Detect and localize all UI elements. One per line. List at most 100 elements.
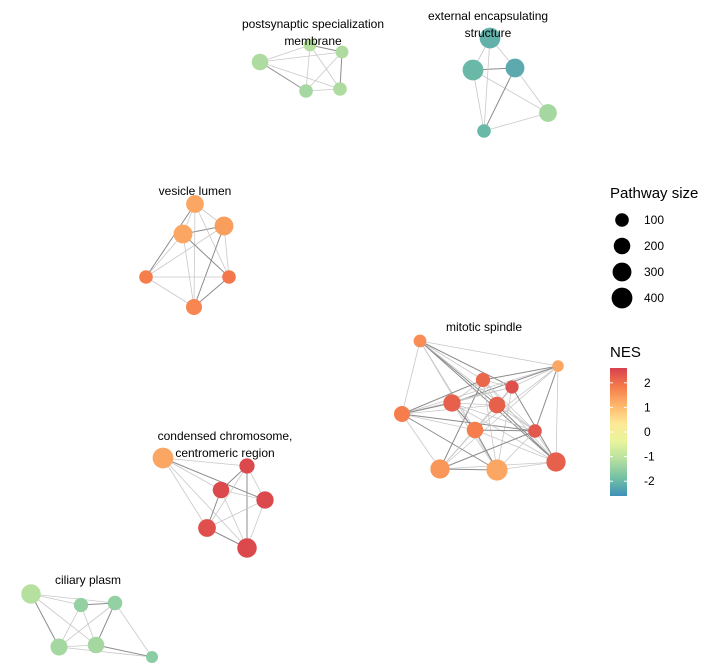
- pathway-node: [475, 372, 491, 388]
- network-edge: [114, 602, 153, 658]
- network-edge: [483, 67, 516, 132]
- size-legend: Pathway size 100 200 300 400: [610, 185, 698, 309]
- network-edge: [259, 61, 307, 92]
- nes-tick-label: 1: [644, 400, 651, 414]
- pathway-node: [303, 38, 317, 52]
- nes-colorbar: [610, 368, 627, 496]
- pathway-node: [466, 421, 484, 439]
- network-edge: [162, 457, 208, 529]
- network-edge: [451, 402, 536, 432]
- network-edge: [194, 203, 230, 278]
- network-edge: [401, 413, 476, 431]
- network-edge: [220, 489, 248, 549]
- cluster-label: postsynaptic specialization: [242, 17, 384, 31]
- pathway-node: [413, 334, 427, 348]
- network-edge: [511, 365, 559, 388]
- network-edge: [95, 644, 153, 658]
- pathway-node: [335, 45, 349, 59]
- pathway-node: [528, 424, 542, 438]
- cluster-label: mitotic spindle: [446, 320, 522, 334]
- pathway-node: [505, 58, 525, 78]
- network-edge: [401, 413, 441, 470]
- cluster-labels: postsynaptic specialization membrane exter…: [55, 9, 548, 587]
- pathway-node: [21, 584, 41, 604]
- pathway-node: [239, 458, 255, 474]
- network-edge: [439, 365, 559, 470]
- network-edge: [474, 429, 557, 463]
- network-edge: [496, 386, 513, 471]
- network-edge: [145, 203, 196, 278]
- network-edge: [474, 429, 536, 432]
- network-edge: [162, 457, 266, 501]
- nes-tick-label: -2: [644, 474, 655, 488]
- size-legend-label: 300: [644, 265, 664, 279]
- network-edge: [482, 379, 557, 463]
- pathway-node: [479, 27, 501, 49]
- pathway-node: [73, 597, 89, 613]
- pathway-node: [139, 270, 153, 284]
- cluster-label: external encapsulating: [428, 9, 548, 23]
- size-legend-label: 400: [644, 291, 664, 305]
- network-edge: [162, 457, 248, 467]
- network-edge: [206, 465, 248, 529]
- network-edge: [439, 430, 536, 470]
- network-edge: [259, 61, 341, 90]
- network-edge: [483, 112, 549, 132]
- network-edge: [193, 225, 225, 308]
- size-legend-label: 200: [644, 239, 664, 253]
- network-edge: [419, 340, 559, 367]
- nes-tick-label: 0: [644, 425, 651, 439]
- network-edge: [259, 44, 311, 63]
- network-edge: [58, 646, 153, 658]
- pathway-node: [488, 396, 506, 414]
- cluster-label: ciliary plasm: [55, 573, 121, 587]
- pathway-node: [393, 405, 411, 423]
- pathway-node: [486, 459, 508, 481]
- network-edge: [401, 413, 498, 471]
- pathway-node: [237, 538, 257, 558]
- network-edge: [419, 340, 536, 432]
- pathway-node: [333, 82, 347, 96]
- pathway-node: [50, 638, 68, 656]
- network-edge: [419, 340, 557, 463]
- network-edge: [206, 499, 266, 529]
- network-edge: [145, 225, 225, 278]
- cluster-label: centromeric region: [175, 446, 274, 460]
- network-edge: [451, 386, 513, 404]
- pathway-node: [505, 380, 519, 394]
- network-edge: [145, 276, 195, 308]
- nes-tick-label: 2: [644, 376, 651, 390]
- size-legend-dot: [613, 237, 631, 255]
- network-edge: [555, 365, 559, 463]
- pathway-node: [552, 360, 564, 372]
- pathway-node: [212, 481, 230, 499]
- network-edge: [193, 203, 196, 308]
- network-edge: [305, 51, 343, 92]
- network-edge: [482, 365, 559, 381]
- nes-legend-title: NES: [610, 344, 641, 361]
- pathway-node: [546, 452, 566, 472]
- pathway-node: [462, 59, 484, 81]
- pathway-node: [198, 519, 216, 537]
- pathway-node: [256, 491, 274, 509]
- network-edge: [451, 365, 559, 404]
- pathway-node: [443, 394, 461, 412]
- cluster-label: membrane: [284, 34, 342, 48]
- network-edge: [30, 593, 97, 646]
- pathway-node: [477, 124, 491, 138]
- pathway-node: [222, 270, 236, 284]
- network-edge: [182, 233, 195, 308]
- network-edge: [30, 593, 60, 648]
- network-edge: [472, 69, 549, 114]
- cluster-label: condensed chromosome,: [158, 429, 293, 443]
- nes-legend: NES 2 1 0 -1 -2: [610, 344, 655, 496]
- pathway-node: [430, 459, 450, 479]
- network-edge: [419, 340, 513, 388]
- size-legend-label: 100: [644, 213, 664, 227]
- pathway-node: [146, 651, 158, 663]
- pathway-node: [173, 224, 193, 244]
- size-legend-title: Pathway size: [610, 185, 698, 202]
- network-edge: [182, 233, 230, 278]
